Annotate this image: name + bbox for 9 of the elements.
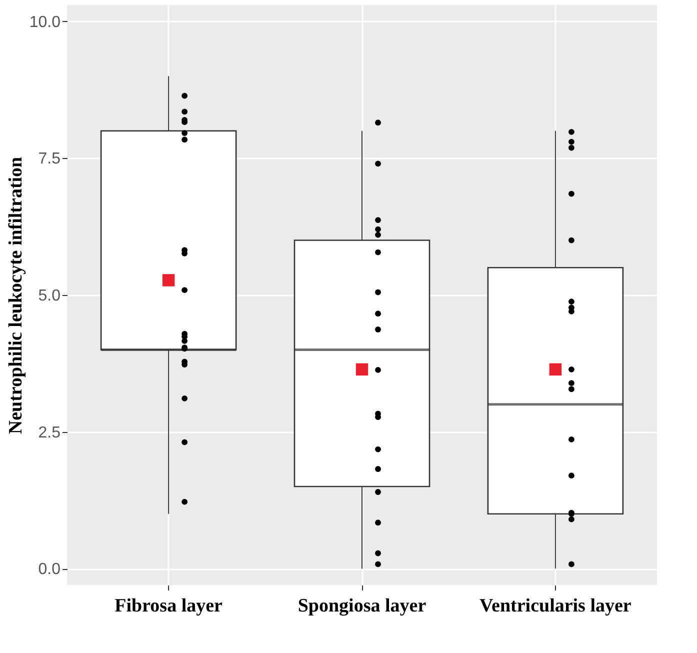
y-tick-label: 2.5 [38, 424, 61, 442]
y-axis-title: Neutrophilic leukocyte infiltration [5, 156, 26, 434]
y-tick-label: 0.0 [38, 561, 61, 578]
x-tick-label: Ventricularis layer [480, 596, 632, 616]
y-tick-label: 10.0 [29, 14, 61, 31]
x-tick-label: Fibrosa layer [114, 596, 224, 616]
y-tick-label: 5.0 [38, 288, 61, 304]
x-tick-label: Spongiosa layer [298, 596, 427, 616]
y-tick-label: 7.5 [38, 150, 61, 168]
